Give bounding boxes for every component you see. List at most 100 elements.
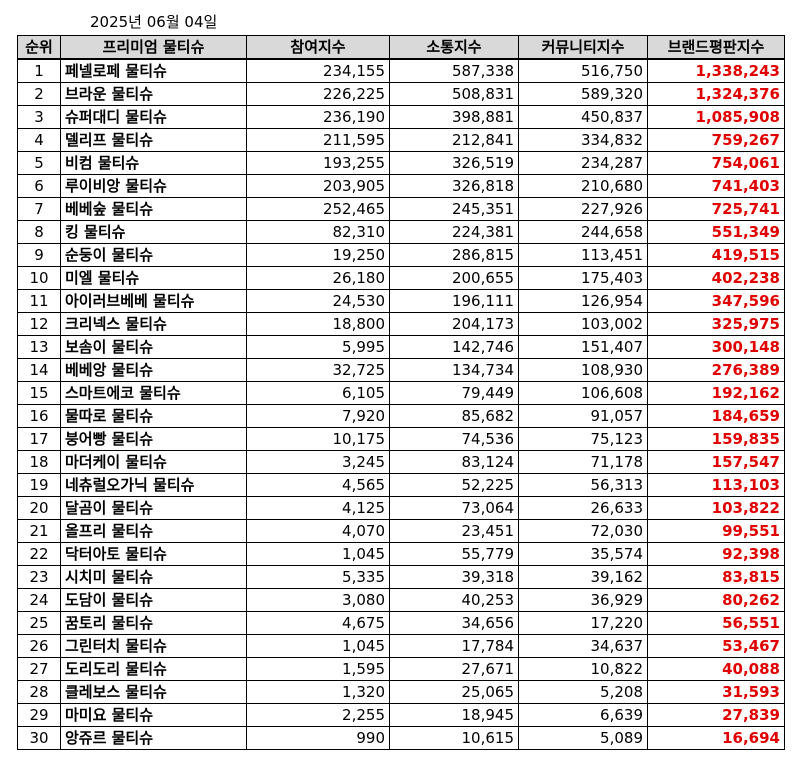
brand-name-cell: 슈퍼대디 물티슈 <box>60 105 247 129</box>
communication-cell: 286,815 <box>389 243 519 267</box>
reputation-index-cell: 192,162 <box>647 381 785 405</box>
table-row: 12 크리넥스 물티슈 18,800 204,173 103,002 325,975 <box>17 312 785 336</box>
communication-cell: 326,818 <box>389 174 519 198</box>
table-row: 30 앙쥬르 물티슈 990 10,615 5,089 16,694 <box>17 726 785 750</box>
table-row: 21 올프리 물티슈 4,070 23,451 72,030 99,551 <box>17 519 785 543</box>
rank-cell: 12 <box>17 312 61 336</box>
community-cell: 126,954 <box>518 289 648 313</box>
community-cell: 210,680 <box>518 174 648 198</box>
reputation-index-cell: 53,467 <box>647 634 785 658</box>
brand-name-cell: 미엘 물티슈 <box>60 266 247 290</box>
reputation-index-cell: 31,593 <box>647 680 785 704</box>
report-date: 2025년 06월 04일 <box>90 13 218 31</box>
reputation-index-cell: 276,389 <box>647 358 785 382</box>
community-cell: 75,123 <box>518 427 648 451</box>
reputation-index-cell: 159,835 <box>647 427 785 451</box>
table-row: 29 마미요 물티슈 2,255 18,945 6,639 27,839 <box>17 703 785 727</box>
rank-cell: 27 <box>17 657 61 681</box>
table-row: 23 시치미 물티슈 5,335 39,318 39,162 83,815 <box>17 565 785 589</box>
rank-cell: 30 <box>17 726 61 750</box>
communication-cell: 85,682 <box>389 404 519 428</box>
communication-cell: 200,655 <box>389 266 519 290</box>
header-community: 커뮤니티지수 <box>518 35 648 60</box>
participation-cell: 1,320 <box>246 680 390 704</box>
community-cell: 5,208 <box>518 680 648 704</box>
reputation-index-cell: 92,398 <box>647 542 785 566</box>
rank-cell: 19 <box>17 473 61 497</box>
table-row: 16 물따로 물티슈 7,920 85,682 91,057 184,659 <box>17 404 785 428</box>
brand-name-cell: 마더케이 물티슈 <box>60 450 247 474</box>
brand-name-cell: 페넬로페 물티슈 <box>60 58 247 83</box>
reputation-index-cell: 325,975 <box>647 312 785 336</box>
table-row: 3 슈퍼대디 물티슈 236,190 398,881 450,837 1,085,908 <box>17 105 785 129</box>
participation-cell: 203,905 <box>246 174 390 198</box>
communication-cell: 508,831 <box>389 82 519 106</box>
community-cell: 516,750 <box>518 58 648 83</box>
reputation-index-cell: 725,741 <box>647 197 785 221</box>
brand-name-cell: 델리프 물티슈 <box>60 128 247 152</box>
participation-cell: 82,310 <box>246 220 390 244</box>
brand-name-cell: 순둥이 물티슈 <box>60 243 247 267</box>
communication-cell: 40,253 <box>389 588 519 612</box>
communication-cell: 23,451 <box>389 519 519 543</box>
participation-cell: 5,335 <box>246 565 390 589</box>
participation-cell: 5,995 <box>246 335 390 359</box>
participation-cell: 4,565 <box>246 473 390 497</box>
reputation-index-cell: 27,839 <box>647 703 785 727</box>
table-row: 20 달곰이 물티슈 4,125 73,064 26,633 103,822 <box>17 496 785 520</box>
brand-name-cell: 그린터치 물티슈 <box>60 634 247 658</box>
table-row: 27 도리도리 물티슈 1,595 27,671 10,822 40,088 <box>17 657 785 681</box>
participation-cell: 1,595 <box>246 657 390 681</box>
reputation-index-cell: 99,551 <box>647 519 785 543</box>
table-row: 14 베베앙 물티슈 32,725 134,734 108,930 276,389 <box>17 358 785 382</box>
participation-cell: 4,675 <box>246 611 390 635</box>
rank-cell: 6 <box>17 174 61 198</box>
rank-cell: 2 <box>17 82 61 106</box>
community-cell: 589,320 <box>518 82 648 106</box>
brand-name-cell: 도리도리 물티슈 <box>60 657 247 681</box>
brand-name-cell: 아이러브베베 물티슈 <box>60 289 247 313</box>
community-cell: 17,220 <box>518 611 648 635</box>
rank-cell: 11 <box>17 289 61 313</box>
table-row: 22 닥터아토 물티슈 1,045 55,779 35,574 92,398 <box>17 542 785 566</box>
rank-cell: 4 <box>17 128 61 152</box>
community-cell: 6,639 <box>518 703 648 727</box>
participation-cell: 4,125 <box>246 496 390 520</box>
reputation-index-cell: 1,338,243 <box>647 58 785 83</box>
reputation-index-cell: 56,551 <box>647 611 785 635</box>
rank-cell: 18 <box>17 450 61 474</box>
header-brand: 프리미엄 물티슈 <box>60 35 247 60</box>
reputation-index-cell: 113,103 <box>647 473 785 497</box>
community-cell: 244,658 <box>518 220 648 244</box>
reputation-index-cell: 40,088 <box>647 657 785 681</box>
communication-cell: 55,779 <box>389 542 519 566</box>
table-row: 11 아이러브베베 물티슈 24,530 196,111 126,954 347,596 <box>17 289 785 313</box>
table-row: 10 미엘 물티슈 26,180 200,655 175,403 402,238 <box>17 266 785 290</box>
brand-name-cell: 킹 물티슈 <box>60 220 247 244</box>
communication-cell: 17,784 <box>389 634 519 658</box>
rank-cell: 13 <box>17 335 61 359</box>
community-cell: 334,832 <box>518 128 648 152</box>
rank-cell: 24 <box>17 588 61 612</box>
table-row: 7 베베숲 물티슈 252,465 245,351 227,926 725,741 <box>17 197 785 221</box>
communication-cell: 587,338 <box>389 58 519 83</box>
communication-cell: 204,173 <box>389 312 519 336</box>
community-cell: 26,633 <box>518 496 648 520</box>
brand-name-cell: 꿈토리 물티슈 <box>60 611 247 635</box>
rank-cell: 1 <box>17 58 61 83</box>
communication-cell: 83,124 <box>389 450 519 474</box>
community-cell: 234,287 <box>518 151 648 175</box>
brand-name-cell: 스마트에코 물티슈 <box>60 381 247 405</box>
community-cell: 72,030 <box>518 519 648 543</box>
table-row: 9 순둥이 물티슈 19,250 286,815 113,451 419,515 <box>17 243 785 267</box>
brand-name-cell: 브라운 물티슈 <box>60 82 247 106</box>
participation-cell: 1,045 <box>246 542 390 566</box>
rank-cell: 20 <box>17 496 61 520</box>
reputation-index-cell: 347,596 <box>647 289 785 313</box>
brand-name-cell: 붕어빵 물티슈 <box>60 427 247 451</box>
communication-cell: 398,881 <box>389 105 519 129</box>
community-cell: 450,837 <box>518 105 648 129</box>
reputation-index-cell: 16,694 <box>647 726 785 750</box>
reputation-index-cell: 741,403 <box>647 174 785 198</box>
